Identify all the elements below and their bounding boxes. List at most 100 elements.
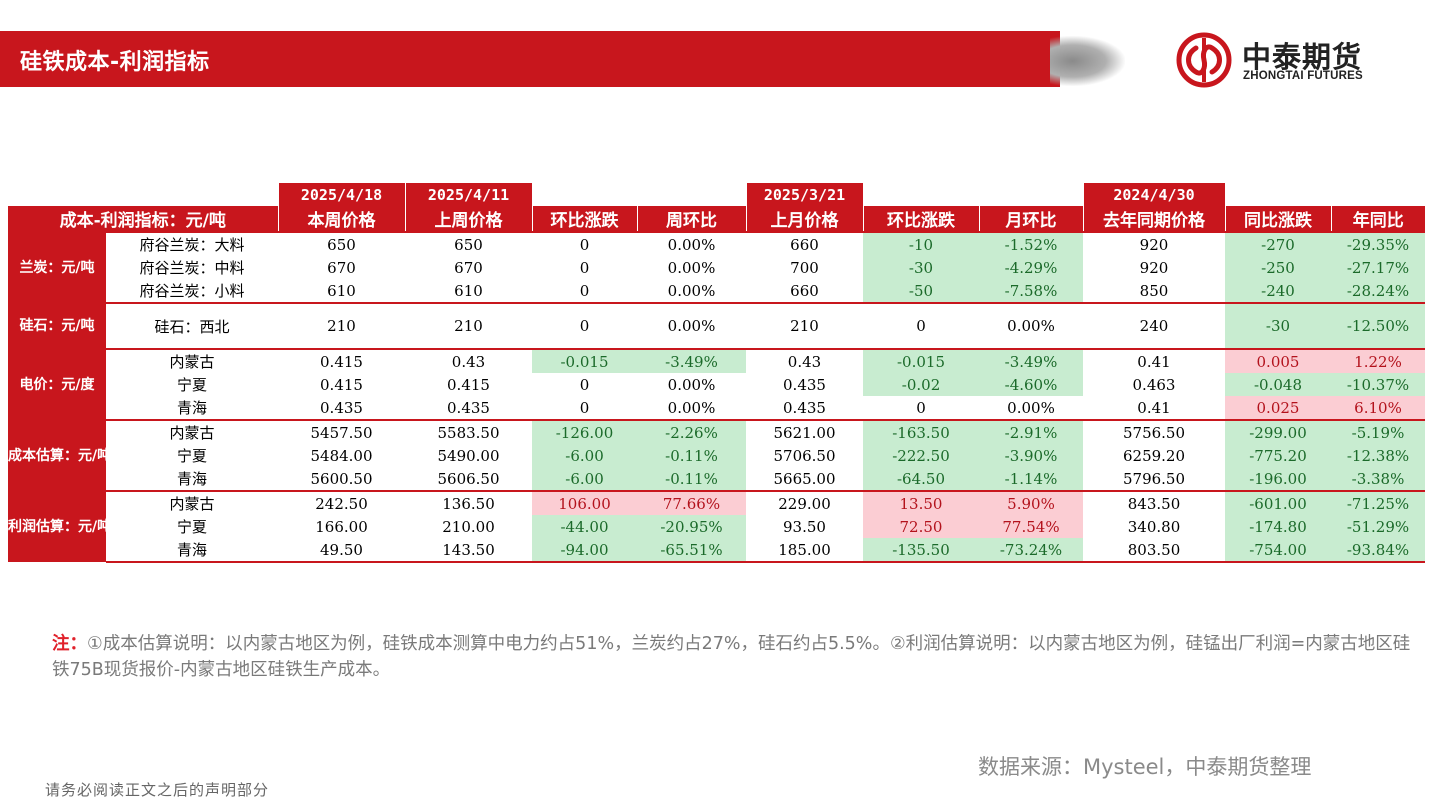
table-row: 电价：元/度 内蒙古 0.415 0.43 -0.015 -3.49% 0.43 -0.015…: [8, 348, 1425, 420]
table-cell: 5484.00: [310, 446, 373, 465]
table-cell: 106.00: [532, 490, 637, 515]
table-cell: 0.415: [278, 348, 405, 373]
table-cell: 803.50: [1083, 538, 1225, 563]
table-cell: 185.00: [746, 538, 863, 563]
table-cell: 0: [532, 302, 637, 349]
table-cell: 0.00%: [667, 258, 716, 277]
column-header: 同比涨跌: [1224, 206, 1331, 232]
table-cell: -65.51%: [637, 538, 746, 563]
table-cell: 0: [579, 281, 590, 300]
table-cell: -0.015: [532, 348, 637, 373]
table-cell: 700: [790, 258, 819, 277]
table-cell: 210.00: [442, 517, 495, 536]
disclaimer-footer: 请务必阅读正文之后的声明部分: [45, 781, 270, 799]
column-header: 年同比: [1330, 206, 1425, 232]
table-cell: -1.14%: [979, 467, 1083, 491]
table-cell: -0.11%: [637, 444, 746, 467]
table-cell: 0: [579, 375, 590, 394]
table-row: 兰炭：元/吨 府谷兰炭：大料 650 650 0 0.00% 660 -10 -1.52% 920…: [8, 231, 1425, 303]
table-cell: 5756.50: [1083, 419, 1225, 444]
table-row: 成本估算：元/吨 内蒙古 5457.50 5583.50 -126.00 -2.26% 56…: [8, 419, 1425, 491]
date-header-spacer: [863, 183, 979, 206]
table-row: 利润估算：元/吨 内蒙古 242.50 136.50 106.00 77.66% 229.0…: [8, 490, 1425, 562]
table-cell: -30: [1225, 302, 1331, 349]
table-cell: 5457.50: [278, 419, 405, 444]
data-source: 数据来源：Mysteel，中泰期货整理: [978, 755, 1312, 779]
column-header: 去年同期价格: [1082, 206, 1225, 232]
date-header-spacer: [1225, 183, 1331, 206]
row-name: 宁夏: [176, 518, 207, 536]
table-cell: 920: [1083, 231, 1225, 256]
column-header: 上月价格: [745, 206, 863, 232]
table-cell: -44.00: [532, 515, 637, 538]
table-cell: 843.50: [1083, 490, 1225, 515]
table-cell: -28.24%: [1331, 279, 1425, 303]
table-cell: 670: [327, 258, 356, 277]
column-header: 周环比: [636, 206, 746, 232]
table-cell: -3.49%: [637, 348, 746, 373]
table-cell: -51.29%: [1331, 515, 1425, 538]
table-cell: -174.80: [1225, 515, 1331, 538]
table-cell: 610: [327, 281, 356, 300]
date-label: 2025/4/18: [277, 183, 406, 206]
table-cell: -4.60%: [979, 373, 1083, 396]
table-cell: 0: [579, 258, 590, 277]
table-cell: -20.95%: [637, 515, 746, 538]
table-cell: 0.00%: [979, 302, 1083, 349]
logo-chinese-name: 中泰期货: [1242, 40, 1363, 74]
row-group-category: 兰炭：元/吨: [8, 231, 106, 303]
table-cell: 0.00%: [1007, 398, 1055, 417]
date-label: 2025/3/21: [745, 183, 864, 206]
table-cell: 0.41: [1083, 348, 1225, 373]
table-cell: -29.35%: [1331, 231, 1425, 256]
column-header-row: 成本-利润指标：元/吨 本周价格 上周价格 环比涨跌 周环比 上月价格 环比涨跌 月环比 去年同…: [8, 206, 1425, 232]
column-header: 本周价格: [277, 206, 405, 232]
table-row: 青海 5600.50 5606.50 -6.00 -0.11% 5665.00 -64.50…: [8, 467, 1425, 491]
table-cell: -2.91%: [979, 419, 1083, 444]
table-cell: 6.10%: [1331, 396, 1425, 420]
row-name: 青海: [106, 538, 278, 563]
row-group-category: 硅石：元/吨: [8, 302, 106, 349]
zhongtai-logo-icon: [1176, 32, 1232, 88]
date-label: 2024/4/30: [1082, 183, 1226, 206]
table-cell: -196.00: [1225, 467, 1331, 491]
table-cell: 0: [863, 302, 979, 349]
column-header: 上周价格: [404, 206, 532, 232]
table-cell: -12.50%: [1331, 302, 1425, 349]
table-cell: 0.435: [447, 398, 490, 417]
table-cell: 72.50: [863, 515, 979, 538]
table-cell: 850: [1139, 281, 1169, 300]
table-cell: -7.58%: [979, 279, 1083, 303]
table-cell: 77.66%: [637, 490, 746, 515]
table-cell: -30: [863, 256, 979, 279]
row-name: 府谷兰炭：小料: [139, 282, 245, 300]
table-cell: -775.20: [1225, 444, 1331, 467]
table-cell: 210: [278, 302, 405, 349]
table-cell: 650: [278, 231, 405, 256]
table-cell: 0.00%: [637, 231, 746, 256]
table-cell: -93.84%: [1331, 538, 1425, 563]
table-cell: -754.00: [1225, 538, 1331, 563]
table-cell: -0.02: [863, 373, 979, 396]
row-name: 内蒙古: [106, 490, 278, 515]
row-name: 硅石：西北: [106, 302, 278, 349]
table-cell: 5.90%: [979, 490, 1083, 515]
table-cell: 0.43: [405, 348, 532, 373]
date-header-spacer: [1331, 183, 1425, 206]
table-cell: 0.025: [1225, 396, 1331, 420]
table-cell: -126.00: [532, 419, 637, 444]
table-cell: -163.50: [863, 419, 979, 444]
table-cell: -222.50: [863, 444, 979, 467]
footnote-text: ①成本估算说明：以内蒙古地区为例，硅铁成本测算中电力约占51%，兰炭约占27%，…: [52, 634, 1411, 680]
table-cell: 0: [579, 398, 590, 417]
table-cell: -50: [863, 279, 979, 303]
table-cell: 166.00: [315, 517, 368, 536]
table-cell: 650: [405, 231, 532, 256]
table-cell: 210: [746, 302, 863, 349]
table-cell: 13.50: [863, 490, 979, 515]
table-cell: 5621.00: [746, 419, 863, 444]
table-cell: -73.24%: [979, 538, 1083, 563]
table-cell: 5606.50: [437, 469, 500, 488]
column-header: 成本-利润指标：元/吨: [8, 206, 278, 232]
table-row: 府谷兰炭：中料 670 670 0 0.00% 700 -30 -4.29% 920 -250 -2…: [8, 256, 1425, 279]
